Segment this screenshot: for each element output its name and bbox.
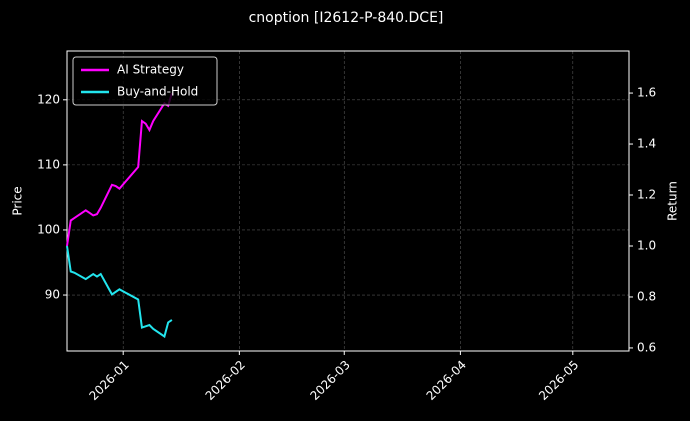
y2-tick-label: 1.6 [637, 86, 656, 100]
y-tick-label: 120 [37, 92, 60, 106]
x-tick-label: 2026-03 [307, 358, 352, 403]
y2-tick-label: 1.2 [637, 188, 656, 202]
y2-tick-label: 1.0 [637, 238, 656, 252]
y2-tick-label: 0.8 [637, 289, 656, 303]
x-tick-label: 2026-04 [424, 358, 469, 403]
y-tick-label: 100 [37, 222, 60, 236]
x-tick-label: 2026-01 [86, 358, 131, 403]
chart-title: cnoption [I2612-P-840.DCE] [249, 10, 444, 26]
data-line [66, 92, 173, 247]
y-tick-label: 90 [45, 288, 60, 302]
y2-tick-label: 1.4 [637, 137, 656, 151]
legend-label: Buy-and-Hold [117, 85, 198, 99]
data-line [66, 245, 173, 339]
y-axis-label: Price [11, 186, 25, 215]
legend-label: AI Strategy [117, 63, 184, 77]
y2-tick-label: 0.6 [637, 340, 656, 354]
x-tick-label: 2026-02 [203, 358, 248, 403]
y-tick-label: 110 [37, 157, 60, 171]
x-tick-label: 2026-05 [536, 358, 581, 403]
plot-frame [66, 50, 630, 352]
y2-axis-label: Return [666, 181, 680, 221]
